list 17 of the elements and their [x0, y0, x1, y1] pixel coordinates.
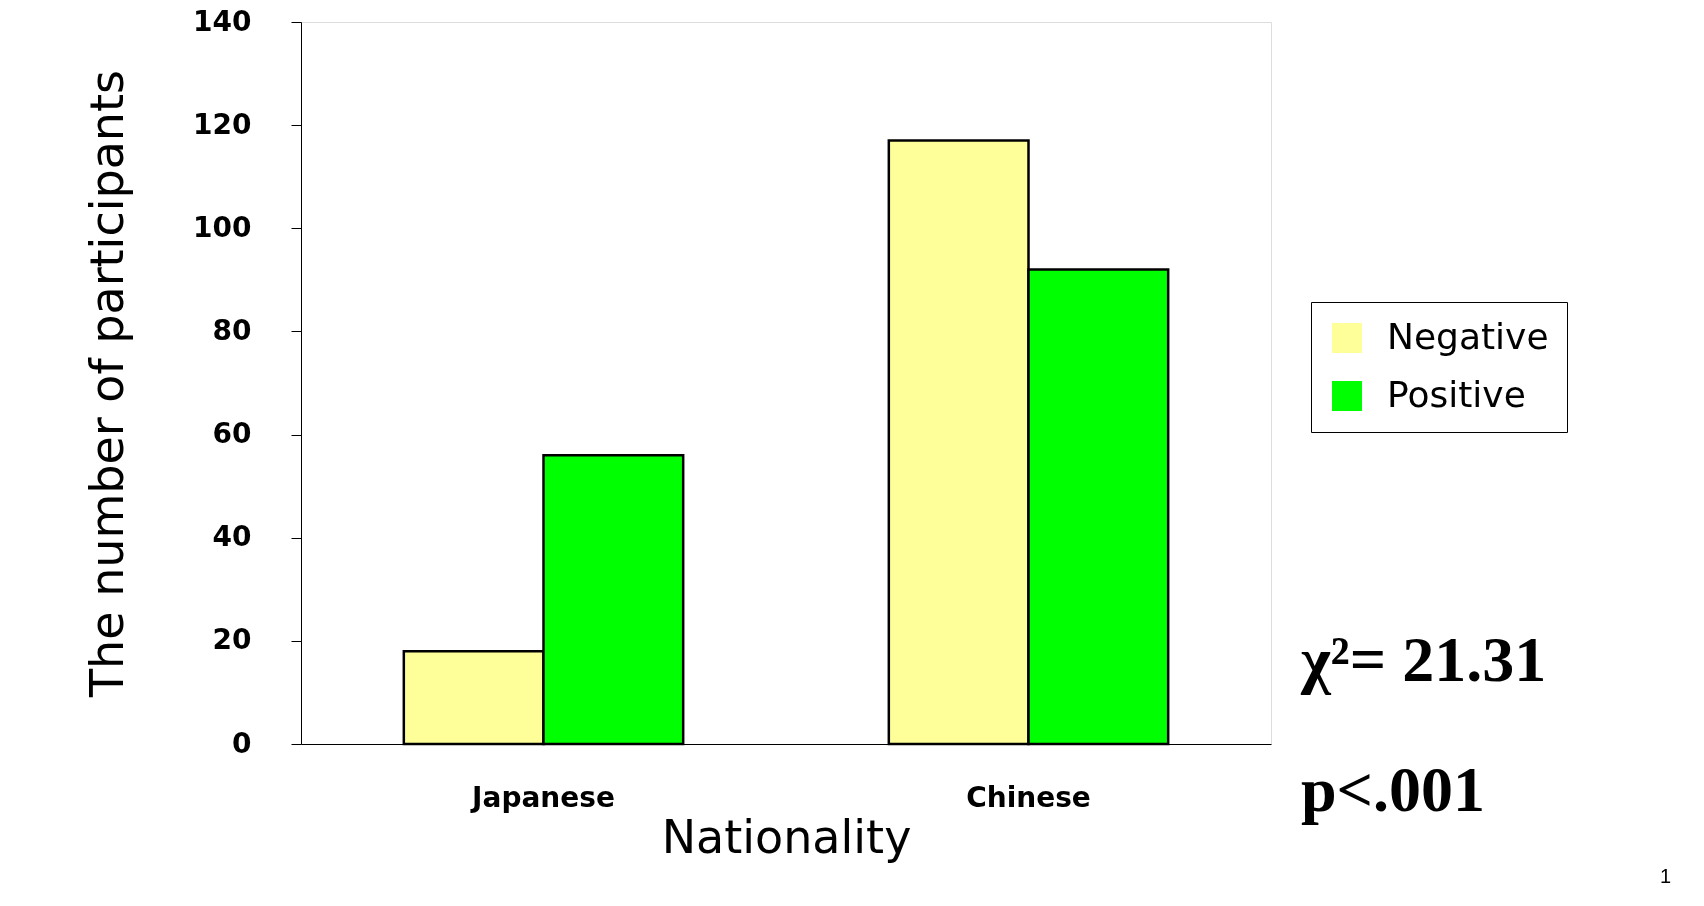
- text: p<.001: [1301, 754, 1486, 825]
- y-tick-label: 80: [212, 313, 252, 347]
- y-axis-title: The number of participants: [80, 69, 135, 699]
- y-tick-label: 0: [232, 726, 252, 760]
- y-tick-label: 60: [212, 417, 252, 451]
- x-tick-label: Chinese: [966, 780, 1091, 814]
- y-tick-label: 20: [212, 623, 252, 657]
- y-tick-label: 120: [193, 107, 252, 141]
- x-axis-title: Nationality: [661, 809, 912, 864]
- y-tick-label: 100: [193, 210, 252, 244]
- y-tick-label: 140: [193, 4, 252, 38]
- text: χ²= 21.31: [1300, 624, 1547, 695]
- y-tick-label: 40: [212, 520, 252, 554]
- legend-label: Negative: [1387, 316, 1549, 357]
- text: 1: [1659, 865, 1671, 887]
- x-tick-label: Japanese: [470, 780, 615, 814]
- legend-label: Positive: [1387, 374, 1526, 415]
